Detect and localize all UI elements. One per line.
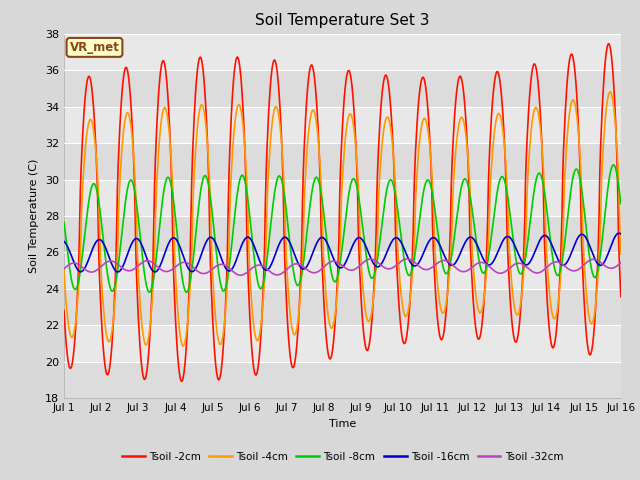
Tsoil -4cm bbox=[179, 343, 187, 349]
Y-axis label: Soil Temperature (C): Soil Temperature (C) bbox=[29, 159, 39, 273]
Tsoil -4cm bbox=[428, 159, 435, 165]
Text: VR_met: VR_met bbox=[70, 41, 120, 54]
Tsoil -32cm bbox=[184, 260, 192, 266]
Tsoil -8cm bbox=[60, 219, 68, 225]
Tsoil -32cm bbox=[237, 272, 244, 278]
Tsoil -2cm bbox=[605, 41, 612, 47]
Bar bbox=[64, 34, 621, 70]
Tsoil -8cm bbox=[214, 265, 222, 271]
Bar bbox=[64, 143, 621, 180]
Tsoil -4cm bbox=[60, 268, 68, 274]
Tsoil -4cm bbox=[127, 127, 135, 132]
Bar bbox=[64, 107, 621, 143]
Tsoil -2cm bbox=[178, 379, 186, 384]
Tsoil -2cm bbox=[127, 108, 135, 114]
Legend: Tsoil -2cm, Tsoil -4cm, Tsoil -8cm, Tsoil -16cm, Tsoil -32cm: Tsoil -2cm, Tsoil -4cm, Tsoil -8cm, Tsoi… bbox=[118, 447, 567, 466]
Tsoil -2cm bbox=[411, 165, 419, 171]
Tsoil -4cm bbox=[214, 336, 222, 342]
Tsoil -16cm bbox=[617, 231, 625, 237]
Bar bbox=[64, 70, 621, 107]
X-axis label: Time: Time bbox=[329, 419, 356, 429]
Line: Tsoil -4cm: Tsoil -4cm bbox=[64, 92, 621, 346]
Line: Tsoil -32cm: Tsoil -32cm bbox=[64, 259, 621, 275]
Tsoil -2cm bbox=[214, 376, 222, 382]
Tsoil -2cm bbox=[185, 298, 193, 304]
Tsoil -8cm bbox=[428, 184, 435, 190]
Tsoil -8cm bbox=[185, 286, 193, 291]
Bar bbox=[64, 216, 621, 252]
Tsoil -4cm bbox=[185, 306, 193, 312]
Tsoil -8cm bbox=[70, 286, 78, 291]
Tsoil -32cm bbox=[60, 266, 68, 272]
Tsoil -2cm bbox=[617, 294, 625, 300]
Tsoil -32cm bbox=[214, 263, 221, 268]
Tsoil -32cm bbox=[617, 260, 625, 265]
Tsoil -4cm bbox=[411, 228, 419, 233]
Tsoil -16cm bbox=[428, 236, 435, 241]
Bar bbox=[64, 289, 621, 325]
Bar bbox=[64, 362, 621, 398]
Bar bbox=[64, 180, 621, 216]
Tsoil -32cm bbox=[403, 256, 411, 262]
Tsoil -32cm bbox=[412, 260, 419, 266]
Tsoil -16cm bbox=[70, 260, 78, 265]
Tsoil -8cm bbox=[127, 177, 135, 183]
Tsoil -4cm bbox=[617, 251, 625, 256]
Line: Tsoil -2cm: Tsoil -2cm bbox=[64, 44, 621, 382]
Tsoil -8cm bbox=[182, 289, 190, 295]
Tsoil -16cm bbox=[616, 230, 623, 236]
Tsoil -8cm bbox=[610, 162, 618, 168]
Tsoil -16cm bbox=[115, 269, 122, 275]
Tsoil -32cm bbox=[70, 260, 78, 266]
Tsoil -16cm bbox=[214, 246, 222, 252]
Tsoil -16cm bbox=[185, 266, 193, 272]
Bar bbox=[64, 252, 621, 289]
Tsoil -2cm bbox=[428, 164, 435, 170]
Tsoil -4cm bbox=[70, 329, 78, 335]
Tsoil -2cm bbox=[70, 346, 78, 352]
Tsoil -4cm bbox=[606, 89, 614, 95]
Tsoil -2cm bbox=[60, 308, 68, 313]
Tsoil -32cm bbox=[127, 267, 135, 273]
Line: Tsoil -16cm: Tsoil -16cm bbox=[64, 233, 621, 272]
Tsoil -8cm bbox=[411, 252, 419, 258]
Line: Tsoil -8cm: Tsoil -8cm bbox=[64, 165, 621, 292]
Tsoil -32cm bbox=[428, 264, 436, 270]
Title: Soil Temperature Set 3: Soil Temperature Set 3 bbox=[255, 13, 429, 28]
Tsoil -8cm bbox=[617, 201, 625, 206]
Bar bbox=[64, 325, 621, 362]
Tsoil -16cm bbox=[411, 263, 419, 269]
Tsoil -16cm bbox=[128, 240, 136, 246]
Tsoil -16cm bbox=[60, 239, 68, 244]
